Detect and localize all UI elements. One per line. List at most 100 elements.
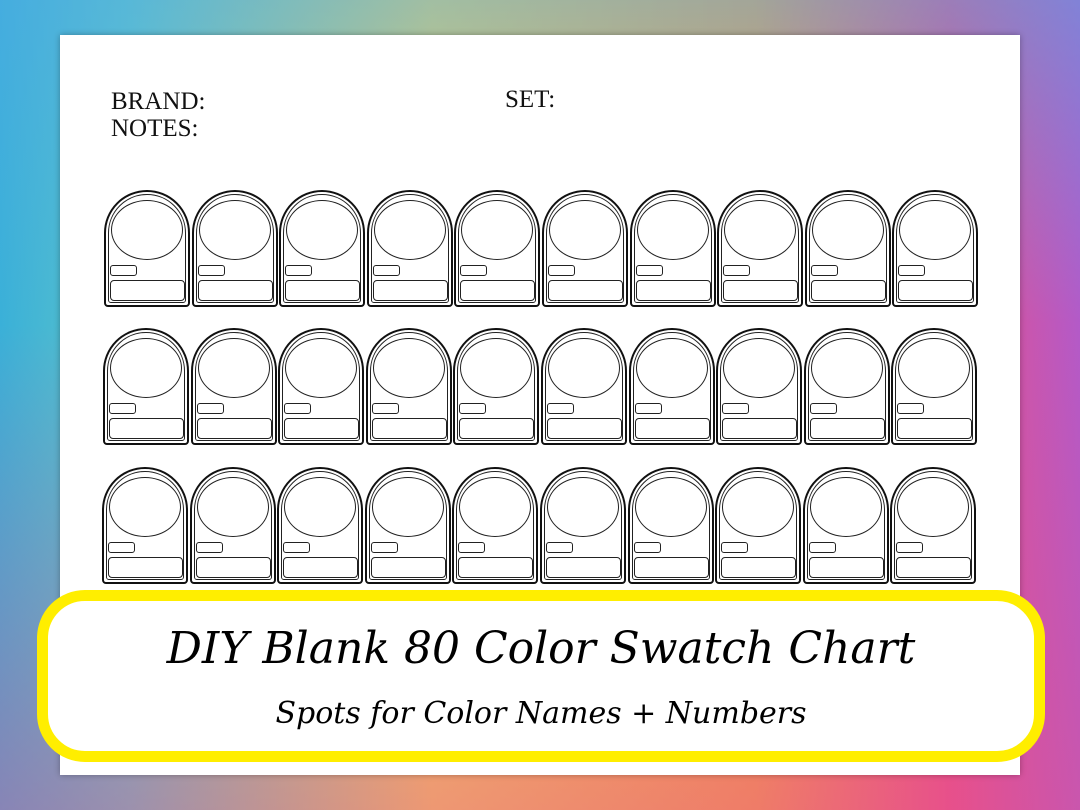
swatch-name-box (109, 418, 184, 439)
swatch-circle (809, 477, 882, 537)
swatch-number-box (283, 542, 311, 553)
swatch-name-box (460, 280, 536, 301)
swatch-number-box (897, 403, 925, 414)
swatch-inner-border (457, 332, 536, 441)
swatch-name-box (283, 557, 359, 578)
banner-title: DIY Blank 80 Color Swatch Chart (166, 623, 916, 674)
swatch-number-box (197, 265, 225, 276)
swatch-circle (461, 200, 534, 260)
swatch-number-box (896, 542, 924, 553)
swatch-name-box (633, 557, 709, 578)
swatch-number-box (459, 403, 487, 414)
swatch-circle (460, 338, 533, 398)
banner-subtitle: Spots for Color Names + Numbers (275, 696, 807, 731)
swatch-number-box (635, 265, 663, 276)
swatch-circle (636, 200, 709, 260)
color-swatch (104, 190, 190, 307)
title-banner: DIY Blank 80 Color Swatch Chart Spots fo… (37, 590, 1045, 762)
swatch-number-box (548, 265, 575, 276)
swatch-number-box (195, 542, 223, 553)
color-swatch (277, 467, 364, 584)
swatch-number-box (284, 403, 312, 414)
color-swatch (102, 467, 188, 584)
swatch-circle (897, 477, 970, 537)
swatch-circle (549, 200, 621, 260)
swatch-circle (196, 477, 269, 537)
swatch-circle (723, 338, 796, 398)
swatch-inner-border (282, 332, 361, 441)
swatch-circle (373, 200, 446, 260)
swatch-circle (110, 338, 182, 398)
swatch-name-box (897, 418, 973, 439)
swatch-circle (284, 477, 357, 537)
swatch-circle (198, 200, 271, 260)
swatch-inner-border (195, 194, 274, 303)
color-swatch (452, 467, 539, 584)
swatch-inner-border (369, 332, 448, 441)
swatch-circle (372, 338, 445, 398)
swatch-circle (109, 477, 181, 537)
swatch-name-box (284, 418, 360, 439)
swatch-circle (724, 200, 797, 260)
swatch-inner-border (370, 194, 449, 303)
swatch-name-box (808, 557, 884, 578)
swatch-number-box (634, 403, 662, 414)
color-swatch (628, 328, 715, 445)
color-swatch (454, 190, 541, 307)
color-swatch (542, 190, 628, 307)
swatch-inner-border (193, 471, 272, 580)
swatch-inner-border (633, 194, 712, 303)
swatch-name-box (285, 280, 361, 301)
swatch-name-box (372, 280, 448, 301)
swatch-inner-border (194, 332, 273, 441)
swatch-name-box (548, 280, 623, 301)
swatch-number-box (809, 403, 837, 414)
swatch-number-box (721, 542, 749, 553)
swatch-name-box (546, 557, 621, 578)
swatch-number-box (722, 403, 750, 414)
swatch-number-box (633, 542, 661, 553)
swatch-inner-border (894, 471, 973, 580)
swatch-name-box (635, 280, 711, 301)
swatch-circle (635, 338, 708, 398)
swatch-name-box (634, 418, 710, 439)
swatch-number-box (808, 542, 836, 553)
color-swatch (103, 328, 189, 445)
swatch-inner-border (631, 471, 710, 580)
swatch-name-box (722, 418, 798, 439)
swatch-name-box (459, 418, 535, 439)
swatch-circle (634, 477, 707, 537)
swatch-number-box (810, 265, 838, 276)
swatch-sheet: BRAND: SET: NOTES: (60, 35, 1020, 775)
color-swatch (802, 467, 889, 584)
swatch-inner-border (720, 332, 799, 441)
swatch-number-box (898, 265, 926, 276)
swatch-inner-border (544, 471, 622, 580)
swatch-inner-border (283, 194, 362, 303)
swatch-inner-border (807, 332, 886, 441)
color-swatch (717, 190, 804, 307)
color-swatch (541, 328, 627, 445)
swatch-number-box (460, 265, 488, 276)
swatch-name-box (195, 557, 271, 578)
swatch-circle (810, 338, 883, 398)
swatch-circle (197, 338, 270, 398)
color-swatch (365, 328, 452, 445)
swatch-circle (285, 338, 358, 398)
swatch-number-box (109, 403, 136, 414)
swatch-inner-border (108, 194, 186, 303)
swatch-name-box (721, 557, 797, 578)
swatch-inner-border (281, 471, 360, 580)
color-swatch (716, 328, 803, 445)
swatch-name-box (896, 557, 972, 578)
swatch-number-box (723, 265, 751, 276)
swatch-circle (811, 200, 884, 260)
color-swatch (892, 190, 979, 307)
color-swatch (891, 328, 978, 445)
color-swatch (189, 467, 276, 584)
color-swatch (804, 190, 891, 307)
brand-label: BRAND: (111, 88, 206, 115)
swatch-inner-border (895, 332, 974, 441)
color-swatch (540, 467, 626, 584)
swatch-name-box (197, 280, 273, 301)
